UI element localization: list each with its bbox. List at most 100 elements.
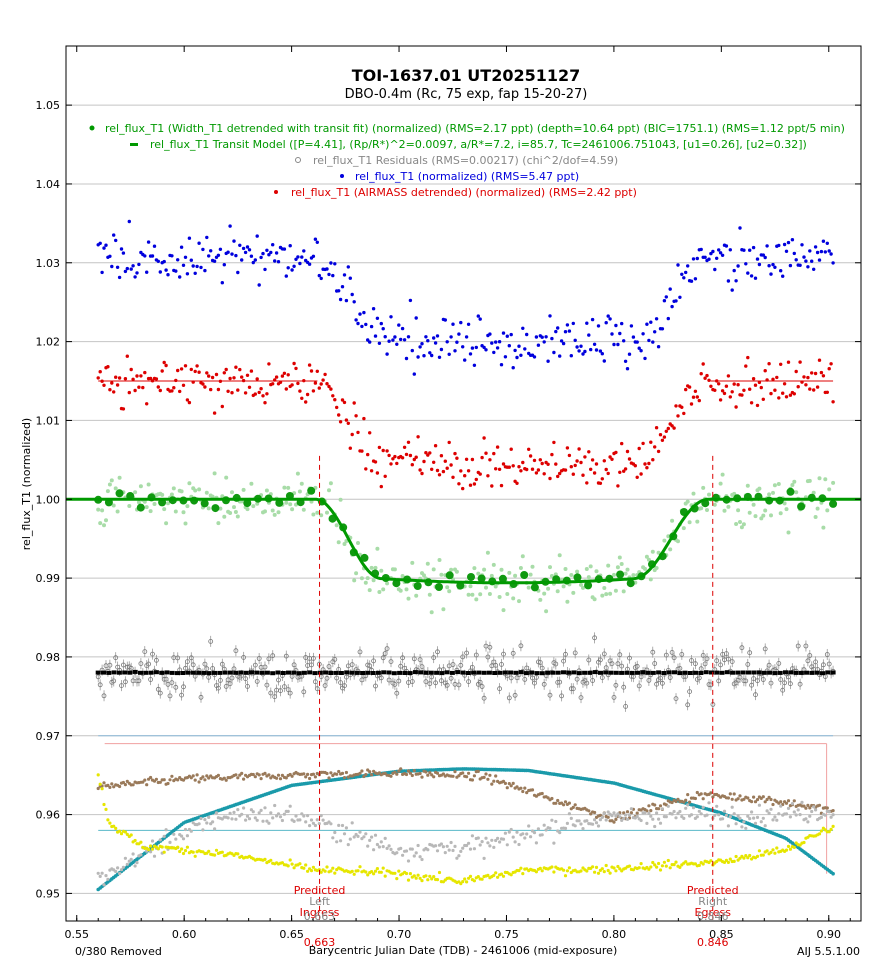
- residual-point: [433, 680, 439, 686]
- aux-point-brown: [201, 775, 205, 779]
- blue-point: [265, 248, 269, 252]
- aux-point-brown: [629, 811, 634, 815]
- aux-point-gray: [494, 838, 498, 843]
- red-point: [786, 360, 791, 364]
- red-point: [831, 400, 835, 404]
- blue-point: [362, 310, 366, 315]
- blue-point: [426, 339, 430, 343]
- blue-point: [432, 336, 436, 340]
- blue-point: [598, 349, 603, 353]
- blue-point: [143, 254, 147, 258]
- red-point: [542, 472, 546, 476]
- aux-point-gray: [232, 810, 236, 815]
- green-point-light: [507, 570, 512, 575]
- aux-point-gray: [366, 844, 370, 848]
- green-binned-point: [616, 570, 625, 579]
- red-point: [340, 398, 345, 402]
- aux-point-brown: [804, 806, 808, 810]
- aux-point-brown: [96, 786, 100, 791]
- aux-point-yellow: [370, 870, 374, 874]
- aux-point-yellow: [236, 852, 240, 856]
- green-point-light: [734, 522, 739, 526]
- residual-zero-mark: [227, 670, 233, 675]
- blue-point: [728, 248, 732, 252]
- residual-zero-mark: [640, 670, 646, 675]
- aux-point-brown: [562, 803, 566, 807]
- green-point-light: [282, 485, 287, 490]
- aux-point-brown: [587, 809, 591, 813]
- red-point: [131, 377, 135, 381]
- residual-point: [768, 680, 774, 686]
- residual-zero-mark: [286, 670, 291, 675]
- red-point: [550, 452, 554, 457]
- aux-point-brown: [399, 767, 403, 771]
- aux-point-gray: [513, 840, 517, 844]
- blue-point: [131, 264, 135, 268]
- residual-point: [557, 679, 563, 685]
- aux-point-gray: [565, 821, 570, 826]
- aux-point-gray: [503, 831, 507, 835]
- residual-zero-mark: [148, 670, 154, 675]
- red-point: [781, 391, 785, 395]
- aux-point-yellow: [802, 840, 806, 845]
- red-point: [389, 462, 393, 466]
- red-point: [115, 383, 120, 387]
- blue-point: [715, 256, 719, 260]
- aux-point-yellow: [214, 848, 219, 852]
- aux-point-yellow: [461, 880, 465, 884]
- aux-point-yellow: [418, 876, 422, 880]
- aux-point-brown: [507, 782, 511, 786]
- aux-point-gray: [635, 814, 639, 819]
- residual-zero-mark: [386, 670, 392, 675]
- aux-point-gray: [331, 836, 335, 840]
- green-point-light: [594, 569, 599, 574]
- aux-point-brown: [216, 773, 220, 778]
- residual-zero-mark: [508, 670, 514, 675]
- blue-point: [342, 273, 347, 277]
- green-point-light: [720, 472, 725, 477]
- aux-point-gray: [779, 804, 783, 808]
- green-point-light: [187, 481, 192, 486]
- red-point: [352, 401, 356, 405]
- red-point: [181, 383, 186, 387]
- residual-zero-mark: [116, 670, 122, 675]
- residual-zero-mark: [613, 670, 619, 675]
- blue-point: [112, 233, 116, 237]
- blue-point: [575, 345, 579, 349]
- aux-point-gray: [207, 815, 211, 820]
- green-point-light: [109, 478, 114, 483]
- x-tick-label: 0.85: [709, 928, 734, 941]
- aux-point-gray: [521, 832, 525, 836]
- aux-point-gray: [804, 817, 808, 821]
- red-point: [687, 385, 692, 389]
- red-point: [656, 449, 661, 454]
- blue-point: [238, 243, 242, 247]
- red-point: [238, 367, 242, 372]
- red-point: [205, 371, 209, 375]
- residual-zero-mark: [629, 670, 635, 675]
- aux-point-yellow: [496, 875, 500, 879]
- red-point: [649, 440, 653, 444]
- aux-point-yellow: [709, 859, 713, 863]
- red-point: [645, 466, 649, 470]
- blue-point: [736, 264, 740, 268]
- blue-point: [507, 344, 511, 348]
- aux-point-gray: [278, 815, 283, 819]
- red-point: [207, 374, 211, 378]
- aux-point-gray: [286, 809, 290, 814]
- aux-point-brown: [563, 800, 568, 804]
- red-point: [569, 465, 573, 469]
- blue-point: [459, 320, 463, 325]
- blue-point: [798, 263, 802, 267]
- y-tick-label: 0.97: [36, 730, 61, 743]
- aux-point-yellow: [618, 867, 622, 871]
- residual-zero-mark: [619, 670, 625, 675]
- residual-zero-mark: [201, 670, 207, 675]
- green-point-light: [427, 592, 432, 597]
- red-point: [447, 440, 451, 445]
- residual-point: [473, 652, 479, 658]
- aux-point-brown: [622, 811, 626, 815]
- aux-point-gray: [523, 836, 527, 840]
- blue-point: [375, 316, 380, 320]
- green-point-light: [183, 521, 188, 526]
